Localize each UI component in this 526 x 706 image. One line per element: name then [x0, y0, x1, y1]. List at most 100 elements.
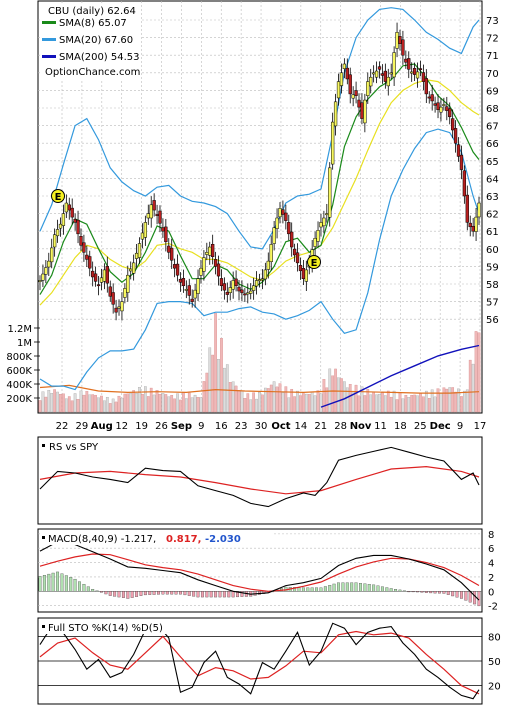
candle-body — [251, 285, 256, 291]
candle-body — [272, 227, 276, 244]
candle-body — [278, 208, 282, 218]
macd-histogram-bar — [473, 591, 477, 605]
volume-bar — [325, 387, 329, 413]
candle-body — [152, 200, 156, 211]
candle-body — [219, 278, 224, 287]
candle-body — [339, 72, 344, 86]
macd-histogram-bar — [420, 591, 424, 593]
legend-sma200: SMA(200) 54.53 — [59, 52, 140, 63]
volume-bar — [76, 399, 80, 413]
date-tick-label: Sep — [171, 421, 192, 432]
volume-tick-label: 1.2M — [7, 324, 32, 335]
macd-histogram-bar — [205, 591, 209, 598]
volume-bar — [158, 394, 162, 413]
volume-bar — [442, 387, 446, 413]
volume-bar — [120, 397, 124, 413]
candle-body — [58, 223, 63, 229]
macd-histogram-bar — [192, 591, 196, 597]
candle-body — [199, 267, 203, 276]
candle-body — [50, 247, 54, 263]
volume-bar — [155, 390, 159, 413]
volume-bar — [41, 391, 45, 413]
macd-histogram-bar — [222, 591, 226, 598]
rs-ma-line — [39, 465, 480, 495]
macd-histogram-bar — [389, 588, 393, 592]
candle-body — [418, 68, 423, 70]
candle-body — [345, 67, 349, 80]
macd-histogram-bar — [231, 591, 235, 598]
candle-body — [134, 252, 139, 259]
macd-histogram-bar — [464, 591, 468, 601]
candle-body — [158, 210, 162, 224]
earnings-marker: E — [51, 189, 65, 203]
stochastic-panel: 80 50 20 Full STO %K(14) %D(5) — [37, 617, 501, 705]
candle-body — [161, 227, 165, 232]
site-label: OptionChance.com — [45, 67, 140, 78]
volume-bar — [117, 395, 121, 413]
macd-title-swatch — [42, 536, 45, 539]
macd-histogram-bar — [47, 573, 51, 592]
volume-bar — [94, 394, 97, 413]
stochastic-title-background — [40, 620, 166, 634]
date-tick-label: 21 — [314, 421, 327, 432]
sma200-line — [320, 344, 480, 408]
macd-histogram-bar — [78, 581, 81, 592]
macd-histogram-bar — [143, 591, 147, 596]
volume-bar — [141, 394, 144, 413]
volume-bar — [88, 394, 92, 413]
candle-body — [88, 256, 92, 269]
volume-bar — [404, 395, 408, 413]
volume-bar — [237, 390, 241, 413]
date-tick-label: Oct — [271, 421, 290, 432]
macd-histogram-bar — [424, 591, 428, 593]
macd-histogram-bar — [407, 591, 411, 593]
macd-signal-value: 0.817, — [166, 534, 201, 545]
macd-histogram-bar — [337, 582, 340, 592]
macd-histogram-bar — [315, 587, 319, 592]
volume-bar — [59, 394, 62, 413]
candle-body — [208, 246, 212, 256]
volume-bar — [135, 393, 138, 413]
volume-bar — [340, 378, 343, 413]
candle-body — [178, 278, 183, 283]
macd-histogram-bar — [179, 591, 182, 595]
volume-bar — [258, 392, 261, 413]
date-tick-label: 25 — [414, 421, 427, 432]
earnings-marker-label: E — [311, 258, 318, 269]
volume-bar — [278, 383, 282, 413]
volume-bar — [474, 331, 478, 413]
volume-bar — [284, 386, 288, 413]
candle-body — [93, 273, 98, 282]
candle-body — [369, 76, 373, 87]
volume-bar — [149, 387, 153, 413]
volume-bar — [211, 354, 215, 413]
macd-tick-label: -2 — [488, 602, 498, 613]
candle-body — [149, 204, 153, 219]
candle-body — [477, 202, 481, 218]
volume-bar — [448, 387, 452, 413]
rs-title: RS vs SPY — [49, 442, 99, 453]
candle-body — [202, 257, 206, 272]
volume-bar — [146, 396, 150, 413]
candle-body — [129, 268, 133, 272]
volume-bar — [123, 393, 127, 413]
candle-body — [67, 204, 71, 211]
candle-body — [55, 229, 60, 237]
candle-body — [389, 72, 393, 75]
macd-histogram-bar — [64, 575, 68, 592]
volume-bar — [322, 379, 326, 413]
candle-body — [328, 167, 332, 218]
candle-body — [427, 96, 431, 99]
macd-histogram-bar — [73, 578, 77, 592]
price-tick-label: 73 — [486, 16, 499, 27]
candle-body — [47, 260, 51, 268]
candle-body — [331, 121, 335, 165]
candle-body — [170, 247, 174, 261]
candle-body — [386, 76, 390, 87]
candle-body — [216, 263, 221, 277]
macd-histogram-bar — [328, 585, 332, 592]
candle-body — [108, 286, 112, 297]
volume-bar — [372, 392, 375, 413]
candle-body — [85, 254, 89, 260]
